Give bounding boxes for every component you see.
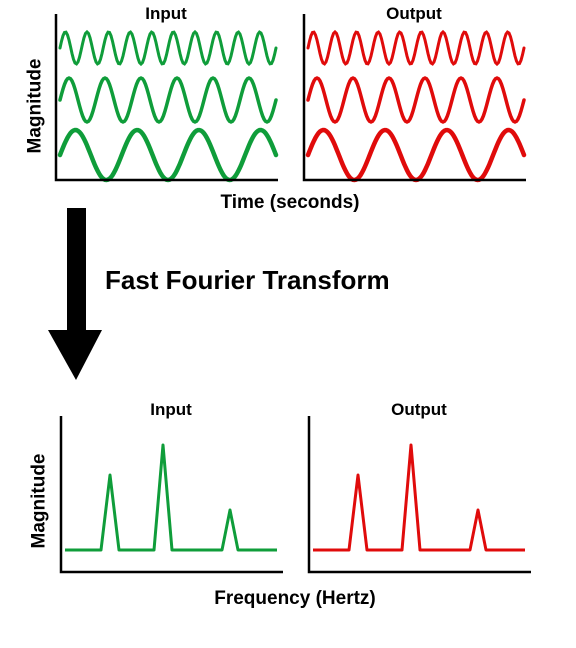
panel-input-time: Input (50, 8, 282, 188)
ylabel-top: Magnitude (25, 59, 47, 154)
title-output-time: Output (298, 4, 530, 24)
label-fft: Fast Fourier Transform (105, 265, 390, 296)
title-input-time: Input (50, 4, 282, 24)
xlabel-time: Time (seconds) (170, 192, 410, 214)
chart-input-time (50, 8, 282, 188)
title-input-freq: Input (55, 400, 287, 420)
chart-input-freq (55, 400, 287, 580)
panel-output-time: Output (298, 8, 530, 188)
panel-output-freq: Output (303, 400, 535, 580)
title-output-freq: Output (303, 400, 535, 420)
chart-output-time (298, 8, 530, 188)
xlabel-freq: Frequency (Hertz) (175, 588, 415, 610)
panel-input-freq: Input (55, 400, 287, 580)
chart-output-freq (303, 400, 535, 580)
ylabel-bottom: Magnitude (29, 454, 51, 549)
arrow-down (45, 208, 105, 383)
